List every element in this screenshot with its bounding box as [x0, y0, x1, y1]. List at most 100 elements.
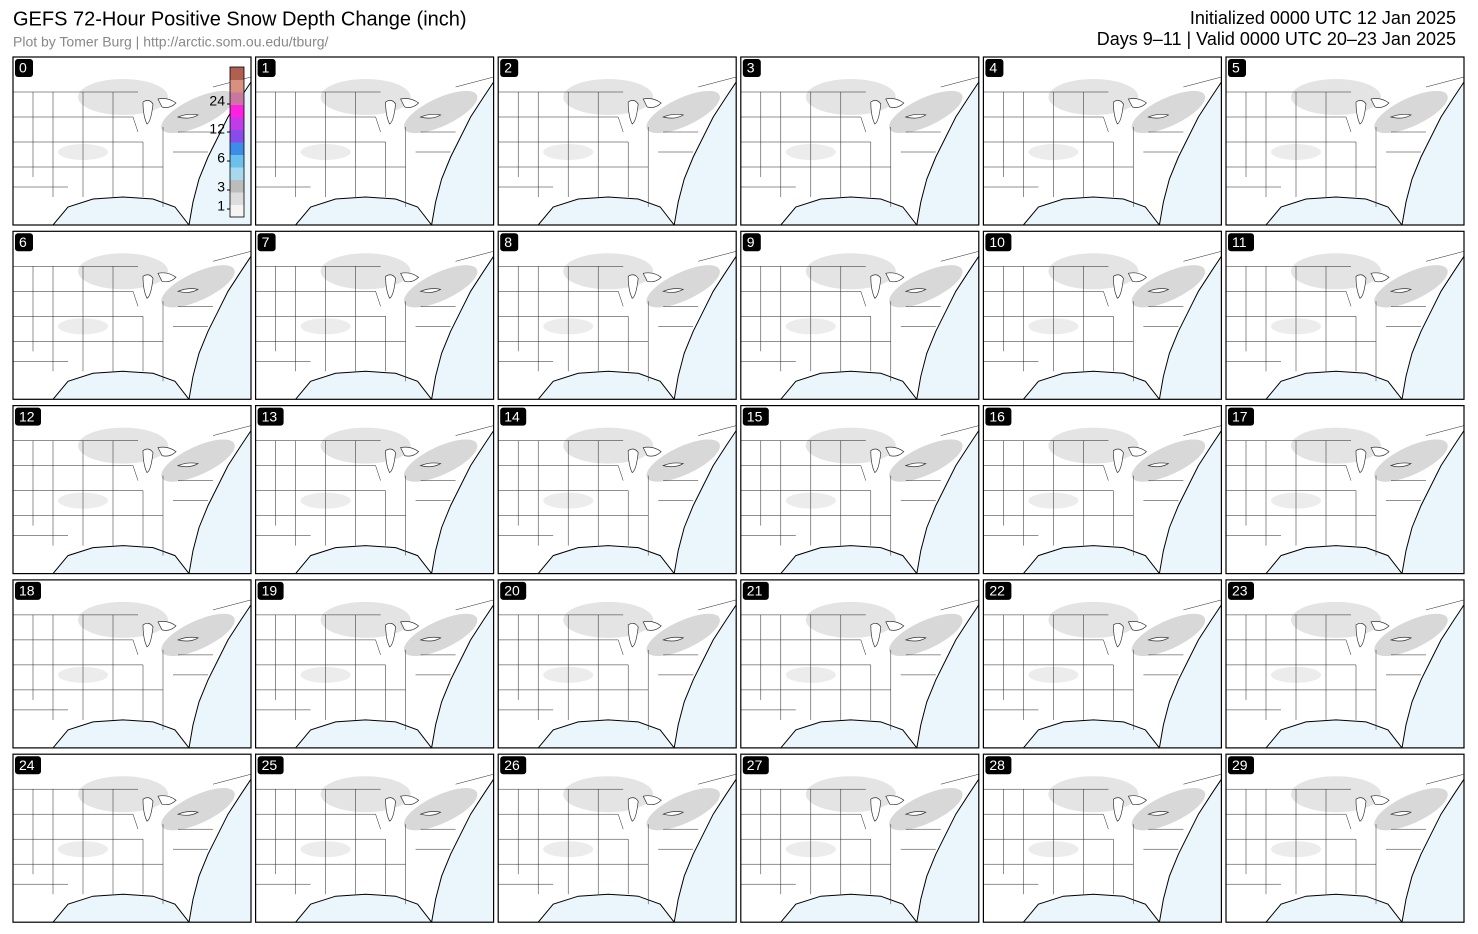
panel-border	[497, 230, 737, 400]
member-badge	[985, 581, 1012, 600]
panel-border	[12, 753, 252, 923]
panel-border	[12, 579, 252, 749]
member-badge	[257, 59, 276, 77]
basemap	[13, 406, 251, 574]
map-panel: 9	[740, 230, 980, 400]
member-label: 24	[19, 757, 35, 773]
colorbar-swatch	[230, 192, 244, 205]
map-panel: 23	[1225, 579, 1465, 749]
member-label: 25	[262, 757, 278, 773]
member-badge	[500, 233, 519, 252]
panel-border	[982, 230, 1223, 400]
panel-border	[982, 753, 1223, 923]
map-panel: 21	[740, 579, 980, 749]
member-label: 4	[989, 60, 997, 76]
colorbar-frame	[229, 66, 245, 218]
map-panel: 12	[12, 405, 252, 575]
member-badge	[985, 407, 1012, 426]
colorbar-swatch	[230, 129, 244, 143]
map-panel: 11	[1225, 230, 1465, 400]
map-panel: 25	[255, 753, 495, 923]
basemap	[13, 580, 251, 748]
member-label: 21	[747, 583, 763, 599]
panel-border	[255, 579, 495, 749]
map-panel: 1	[255, 56, 495, 226]
basemap	[498, 754, 736, 922]
map-panel: 5	[1225, 56, 1465, 226]
colorbar-tick-label: 6	[217, 150, 225, 166]
member-badge	[257, 581, 284, 600]
map-panel: 17	[1225, 405, 1465, 575]
panel-border	[982, 405, 1223, 575]
member-badge	[1228, 756, 1254, 775]
map-panel: 0	[12, 56, 252, 226]
map-panel: 28	[982, 753, 1223, 923]
panel-border	[1225, 405, 1465, 575]
member-label: 11	[1232, 234, 1247, 250]
member-badge	[1228, 59, 1246, 77]
map-panel: 4	[982, 56, 1223, 226]
basemap	[983, 57, 1221, 225]
member-badge	[500, 581, 527, 600]
colorbar-swatch	[230, 154, 244, 168]
map-panel: 24	[12, 753, 252, 923]
member-badge	[500, 756, 527, 775]
colorbar-swatch	[230, 67, 244, 80]
basemap	[1226, 231, 1464, 399]
basemap	[256, 580, 494, 748]
panel-border	[982, 56, 1223, 226]
member-label: 15	[747, 408, 763, 424]
member-label: 26	[504, 757, 520, 773]
member-label: 29	[1232, 757, 1248, 773]
member-label: 16	[989, 408, 1005, 424]
map-panel: 18	[12, 579, 252, 749]
panel-border	[497, 753, 737, 923]
member-badge	[15, 233, 33, 252]
member-label: 20	[504, 583, 520, 599]
panel-border	[255, 230, 495, 400]
member-label: 27	[747, 757, 763, 773]
member-label: 12	[19, 408, 35, 424]
member-badge	[985, 756, 1012, 775]
member-badge	[500, 59, 519, 77]
colorbar-tick-label: 3	[217, 179, 225, 195]
basemap	[498, 231, 736, 399]
map-panel: 10	[982, 230, 1223, 400]
basemap	[1226, 580, 1464, 748]
colorbar-tick-label: 1	[217, 198, 225, 214]
panel-border	[740, 753, 980, 923]
map-panel: 14	[497, 405, 737, 575]
map-panel: 7	[255, 230, 495, 400]
map-panel: 6	[12, 230, 252, 400]
map-panel: 2	[497, 56, 737, 226]
basemap	[256, 231, 494, 399]
colorbar-swatch	[230, 142, 244, 155]
panel-border	[1225, 579, 1465, 749]
basemap	[498, 57, 736, 225]
basemap	[13, 754, 251, 922]
member-badge	[257, 756, 284, 775]
panel-border	[497, 56, 737, 226]
basemap	[983, 754, 1221, 922]
basemap	[741, 754, 979, 922]
map-panel: 15	[740, 405, 980, 575]
credit: Plot by Tomer Burg | http://arctic.som.o…	[13, 34, 329, 50]
member-label: 23	[1232, 583, 1248, 599]
member-badge	[742, 756, 769, 775]
member-badge	[1228, 407, 1254, 426]
map-panel: 20	[497, 579, 737, 749]
basemap	[741, 406, 979, 574]
basemap	[1226, 406, 1464, 574]
panel-border	[255, 56, 495, 226]
member-label: 14	[504, 408, 520, 424]
member-label: 13	[262, 408, 278, 424]
member-label: 1	[262, 60, 270, 76]
member-badge	[1228, 233, 1254, 252]
member-label: 18	[19, 583, 35, 599]
panel-border	[1225, 753, 1465, 923]
member-badge	[1228, 581, 1254, 600]
member-badge	[985, 59, 1004, 77]
member-label: 3	[747, 60, 755, 76]
init-time: Initialized 0000 UTC 12 Jan 2025	[1190, 8, 1456, 28]
